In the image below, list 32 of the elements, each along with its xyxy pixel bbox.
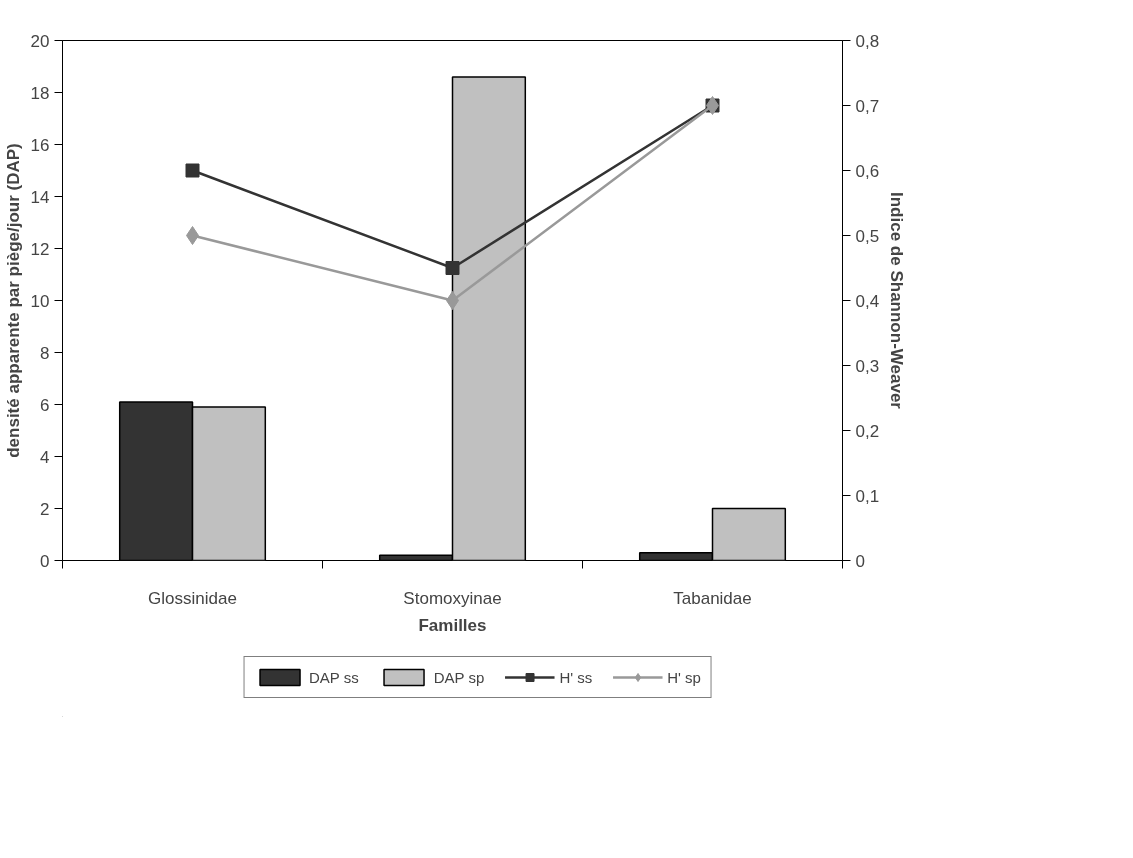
legend-label: H' ss <box>559 668 593 686</box>
legend-label: DAP sp <box>433 668 485 686</box>
y-tick-label: 6 <box>40 395 50 415</box>
y2-tick-label: 0,2 <box>855 421 880 441</box>
x-tick-label: Stomoxyinae <box>403 588 502 608</box>
y2-tick-label: 0,3 <box>855 356 880 376</box>
y-tick-label: 12 <box>30 239 50 259</box>
y-tick-label: 2 <box>40 499 50 519</box>
y2-tick-label: 0,5 <box>855 226 880 246</box>
y2-tick-label: 0,4 <box>855 291 880 311</box>
legend-label: DAP ss <box>309 668 359 686</box>
y2-axis-title: Indice de Shannon-Weaver <box>887 192 907 410</box>
y-tick-label: 10 <box>30 291 50 311</box>
y-tick-label: 0 <box>40 551 50 571</box>
y2-tick-label: 0,1 <box>855 486 880 506</box>
y-tick-label: 16 <box>30 135 50 155</box>
y-tick-label: 4 <box>40 447 50 467</box>
y-tick-label: 20 <box>30 31 50 51</box>
y-axis-title: densité apparente par piège/jour (DAP) <box>3 143 23 458</box>
x-axis-title: Familles <box>418 615 487 635</box>
y-tick-label: 18 <box>30 83 50 103</box>
point <box>445 261 460 275</box>
y2-tick-label: 0,8 <box>855 31 880 51</box>
y-tick-label: 14 <box>30 187 50 207</box>
legend-label: H' sp <box>667 668 701 686</box>
point <box>185 163 200 178</box>
x-tick-label: Tabanidae <box>673 588 752 608</box>
y2-tick-label: 0,6 <box>855 161 880 181</box>
y2-tick-label: 0 <box>855 551 865 571</box>
x-tick-label: Glossinidae <box>148 588 237 608</box>
y2-tick-label: 0,7 <box>855 96 880 116</box>
y-tick-label: 8 <box>40 343 50 363</box>
